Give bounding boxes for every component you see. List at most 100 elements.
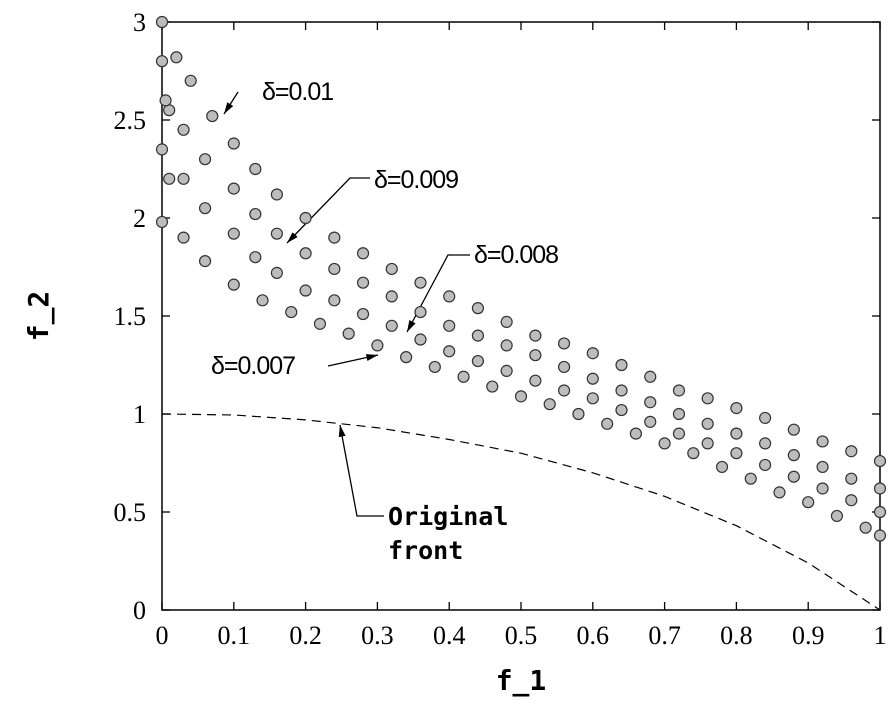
annotation: δ=0.008 (474, 241, 558, 269)
point (730, 427, 743, 440)
y-tick-label: 1.5 (114, 302, 147, 331)
point (198, 202, 212, 215)
point (586, 347, 599, 360)
point (227, 182, 240, 195)
point (206, 109, 219, 123)
point (615, 403, 628, 417)
x-tick-label: 0.9 (792, 621, 825, 650)
x-tick-label: 0.8 (720, 621, 753, 650)
point (227, 278, 240, 291)
y-tick-label: 0.5 (114, 498, 147, 527)
point (299, 211, 312, 225)
point (572, 407, 585, 421)
point (342, 327, 355, 340)
point (155, 143, 169, 156)
point (730, 402, 743, 415)
point (177, 172, 190, 185)
point (155, 15, 169, 29)
point (644, 370, 657, 383)
x-axis-label: f_1 (496, 664, 547, 697)
point (873, 505, 887, 519)
point (270, 227, 283, 240)
point (371, 339, 384, 352)
point (557, 384, 571, 397)
point (177, 231, 190, 244)
point (787, 449, 800, 462)
x-tick-label: 1 (874, 621, 887, 650)
point (356, 276, 370, 289)
point (859, 521, 872, 534)
point (701, 437, 714, 450)
point (672, 407, 686, 421)
point (773, 486, 786, 499)
point (658, 437, 671, 450)
point (471, 329, 485, 342)
point (414, 276, 427, 289)
x-tick-label: 0.2 (289, 621, 322, 650)
point (356, 307, 370, 321)
point (184, 74, 197, 87)
point (787, 423, 800, 436)
point (471, 302, 485, 315)
point (873, 482, 887, 495)
point (285, 305, 298, 319)
x-tick-label: 0.5 (505, 621, 538, 650)
x-tick-label: 0.1 (218, 621, 251, 650)
y-axis-label: f_2 (22, 291, 55, 342)
point (644, 415, 657, 428)
x-tick-label: 0.7 (648, 621, 681, 650)
point (787, 470, 800, 483)
point (256, 294, 269, 307)
point (586, 372, 599, 385)
point (816, 460, 829, 474)
annotation: δ=0.007 (211, 352, 295, 380)
point (313, 317, 327, 330)
y-tick-label: 1 (133, 400, 146, 429)
point (816, 482, 829, 495)
point (249, 251, 262, 264)
point (177, 123, 190, 136)
point (845, 445, 858, 458)
point (198, 153, 212, 166)
point (730, 447, 743, 460)
point (500, 315, 513, 328)
point (615, 384, 628, 397)
point (557, 360, 571, 374)
y-tick-label: 2.5 (114, 106, 147, 135)
point (759, 411, 772, 425)
point (155, 55, 169, 68)
point (845, 472, 858, 485)
x-tick-label: 0.3 (361, 621, 394, 650)
point (514, 390, 528, 403)
point (830, 509, 844, 523)
point (170, 51, 183, 64)
point (414, 333, 427, 346)
point (270, 188, 283, 201)
point (198, 255, 212, 268)
point (385, 290, 398, 303)
point (529, 374, 542, 387)
point (249, 162, 262, 176)
point (457, 370, 470, 383)
point (759, 458, 772, 472)
x-tick-label: 0.4 (433, 621, 466, 650)
point (270, 266, 283, 279)
point (759, 437, 772, 450)
point (557, 337, 571, 350)
point (414, 305, 427, 319)
point (873, 454, 887, 468)
point (601, 417, 614, 430)
point (356, 247, 370, 260)
point (486, 380, 499, 393)
point (443, 319, 456, 332)
point (629, 427, 642, 440)
point (615, 358, 628, 372)
point (816, 435, 829, 448)
point (644, 396, 657, 409)
point (744, 472, 757, 485)
point (672, 427, 686, 440)
point (543, 398, 556, 411)
point (385, 319, 398, 332)
point (227, 227, 240, 240)
point (299, 284, 312, 297)
